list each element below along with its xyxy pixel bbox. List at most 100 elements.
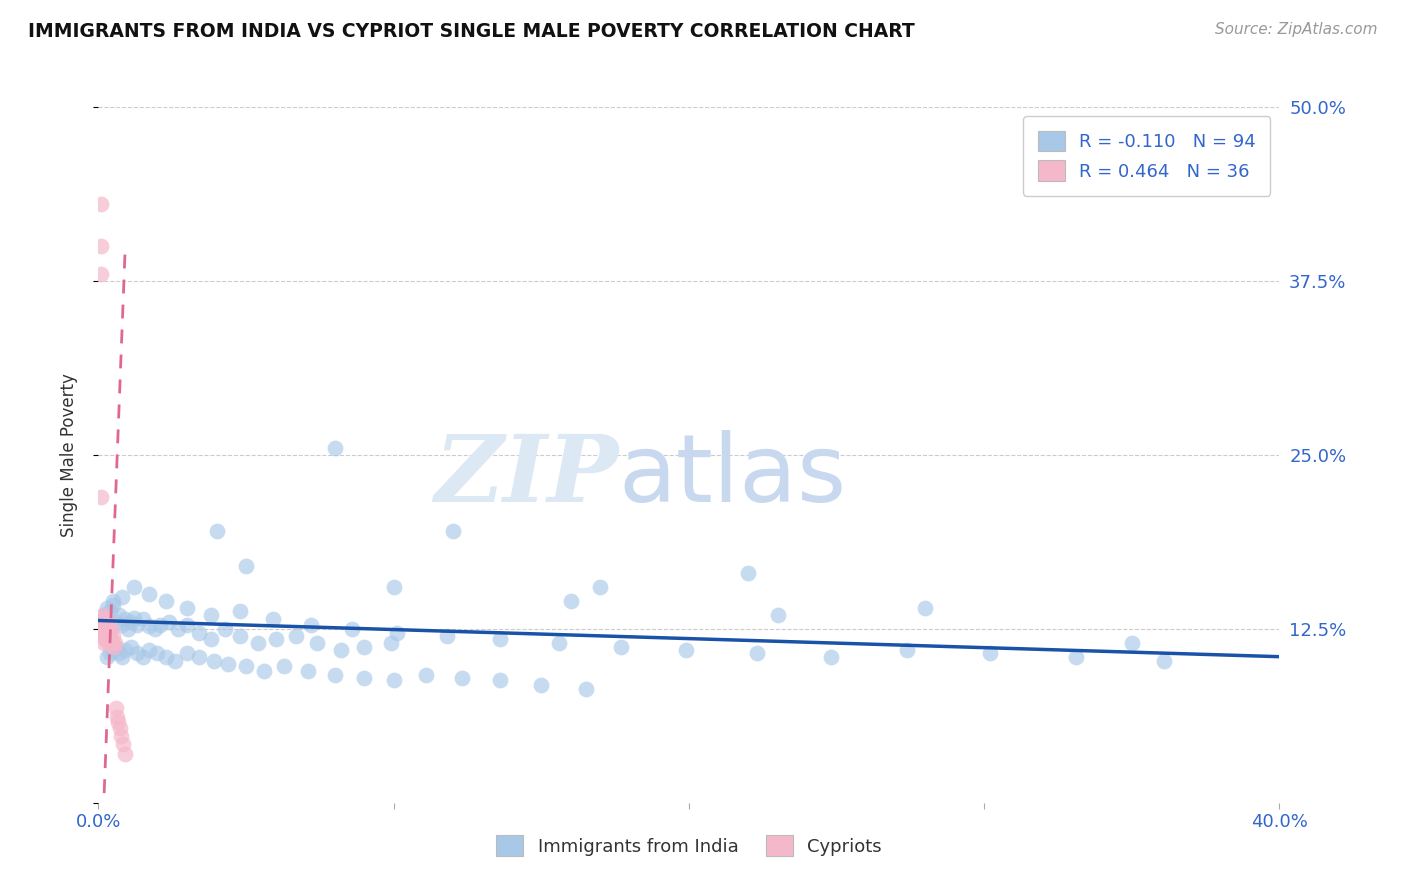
Point bbox=[176, 646, 198, 660]
Point bbox=[167, 622, 190, 636]
Point bbox=[108, 646, 131, 660]
Point bbox=[101, 629, 124, 643]
Point bbox=[138, 587, 160, 601]
Point bbox=[96, 612, 118, 626]
Point bbox=[90, 239, 112, 253]
Point bbox=[96, 622, 118, 636]
Point bbox=[114, 642, 136, 657]
Point bbox=[329, 642, 352, 657]
Point bbox=[200, 632, 222, 646]
Point bbox=[93, 636, 115, 650]
Point bbox=[1121, 636, 1143, 650]
Point bbox=[100, 622, 122, 636]
Point bbox=[353, 640, 375, 654]
Point bbox=[176, 601, 198, 615]
Point bbox=[90, 615, 112, 629]
Point bbox=[143, 622, 166, 636]
Point bbox=[675, 642, 697, 657]
Point bbox=[146, 646, 169, 660]
Point bbox=[93, 626, 115, 640]
Point bbox=[205, 524, 228, 539]
Point bbox=[187, 626, 209, 640]
Text: IMMIGRANTS FROM INDIA VS CYPRIOT SINGLE MALE POVERTY CORRELATION CHART: IMMIGRANTS FROM INDIA VS CYPRIOT SINGLE … bbox=[28, 22, 915, 41]
Point bbox=[105, 701, 128, 715]
Point bbox=[114, 612, 136, 626]
Point bbox=[108, 721, 131, 735]
Point bbox=[98, 604, 121, 618]
Point bbox=[103, 640, 125, 654]
Point bbox=[103, 598, 125, 612]
Point bbox=[111, 590, 134, 604]
Point bbox=[111, 649, 134, 664]
Point bbox=[132, 649, 155, 664]
Point bbox=[111, 617, 134, 632]
Point bbox=[155, 594, 177, 608]
Point bbox=[90, 197, 112, 211]
Point bbox=[122, 580, 145, 594]
Point bbox=[323, 667, 346, 681]
Text: Source: ZipAtlas.com: Source: ZipAtlas.com bbox=[1215, 22, 1378, 37]
Point bbox=[96, 601, 118, 615]
Point bbox=[610, 640, 633, 654]
Text: ZIP: ZIP bbox=[434, 431, 619, 521]
Point bbox=[98, 626, 121, 640]
Legend: Immigrants from India, Cypriots: Immigrants from India, Cypriots bbox=[489, 828, 889, 863]
Point bbox=[90, 267, 112, 281]
Point bbox=[122, 611, 145, 625]
Point bbox=[342, 622, 364, 636]
Point bbox=[1153, 654, 1175, 668]
Point bbox=[285, 629, 308, 643]
Point bbox=[436, 629, 458, 643]
Point bbox=[187, 649, 209, 664]
Point bbox=[820, 649, 842, 664]
Point bbox=[91, 607, 114, 622]
Point bbox=[138, 642, 160, 657]
Point bbox=[548, 636, 571, 650]
Point bbox=[120, 640, 142, 654]
Point bbox=[107, 715, 129, 730]
Point bbox=[98, 646, 121, 660]
Point bbox=[589, 580, 612, 594]
Point bbox=[745, 646, 768, 660]
Point bbox=[202, 654, 225, 668]
Point bbox=[489, 632, 512, 646]
Point bbox=[103, 594, 125, 608]
Point bbox=[323, 441, 346, 455]
Point bbox=[235, 659, 257, 673]
Point bbox=[253, 664, 276, 678]
Point bbox=[273, 659, 295, 673]
Point bbox=[176, 617, 198, 632]
Point bbox=[489, 673, 512, 688]
Point bbox=[450, 671, 472, 685]
Point bbox=[93, 622, 115, 636]
Point bbox=[103, 642, 125, 657]
Point bbox=[104, 636, 127, 650]
Point bbox=[90, 490, 112, 504]
Point bbox=[262, 612, 284, 626]
Point bbox=[385, 626, 408, 640]
Point bbox=[235, 559, 257, 574]
Text: atlas: atlas bbox=[619, 430, 846, 522]
Point bbox=[530, 677, 553, 691]
Point bbox=[297, 664, 319, 678]
Point bbox=[105, 640, 128, 654]
Point bbox=[105, 615, 128, 629]
Point bbox=[766, 607, 789, 622]
Point bbox=[97, 626, 120, 640]
Point bbox=[574, 681, 596, 696]
Point bbox=[382, 673, 405, 688]
Point bbox=[914, 601, 936, 615]
Point bbox=[120, 615, 142, 629]
Point bbox=[165, 654, 187, 668]
Point bbox=[91, 629, 114, 643]
Point bbox=[114, 747, 136, 761]
Point bbox=[217, 657, 239, 671]
Point bbox=[155, 649, 177, 664]
Point bbox=[246, 636, 269, 650]
Y-axis label: Single Male Poverty: Single Male Poverty bbox=[59, 373, 77, 537]
Point bbox=[305, 636, 328, 650]
Point bbox=[264, 632, 287, 646]
Point bbox=[96, 632, 118, 646]
Point bbox=[138, 619, 160, 633]
Point bbox=[125, 646, 148, 660]
